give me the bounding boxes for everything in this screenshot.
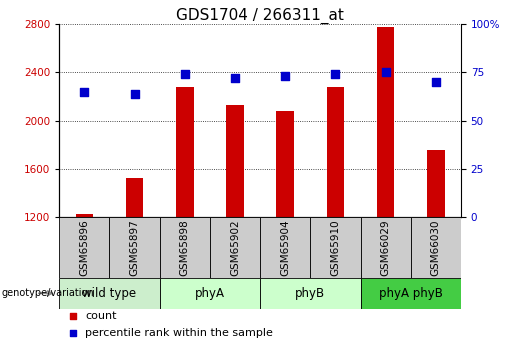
Bar	[327, 87, 344, 217]
Bar	[226, 105, 244, 217]
FancyBboxPatch shape	[59, 217, 109, 278]
Text: GSM66030: GSM66030	[431, 219, 441, 276]
Bar	[176, 87, 194, 217]
Point	[130, 91, 139, 97]
Point	[281, 73, 289, 79]
FancyBboxPatch shape	[260, 217, 310, 278]
Text: wild type: wild type	[82, 287, 136, 300]
FancyBboxPatch shape	[360, 278, 461, 309]
Point	[69, 313, 77, 319]
Text: GSM65904: GSM65904	[280, 219, 290, 276]
Point	[382, 70, 390, 75]
FancyBboxPatch shape	[109, 217, 160, 278]
FancyBboxPatch shape	[210, 217, 260, 278]
Text: percentile rank within the sample: percentile rank within the sample	[85, 328, 273, 338]
Bar	[76, 214, 93, 217]
Text: phyA phyB: phyA phyB	[379, 287, 443, 300]
Text: GSM65898: GSM65898	[180, 219, 190, 276]
Text: GSM65897: GSM65897	[130, 219, 140, 276]
FancyBboxPatch shape	[160, 217, 210, 278]
Text: phyB: phyB	[295, 287, 325, 300]
Text: GSM65902: GSM65902	[230, 219, 240, 276]
FancyBboxPatch shape	[310, 217, 360, 278]
Point	[432, 79, 440, 85]
FancyBboxPatch shape	[360, 217, 410, 278]
Text: count: count	[85, 311, 117, 321]
FancyBboxPatch shape	[160, 278, 260, 309]
Text: GSM66029: GSM66029	[381, 219, 390, 276]
Point	[231, 76, 239, 81]
Point	[181, 72, 189, 77]
Text: GSM65910: GSM65910	[331, 219, 340, 276]
Bar	[126, 177, 143, 217]
Bar	[377, 27, 394, 217]
Point	[331, 72, 339, 77]
Bar	[427, 150, 444, 217]
Text: phyA: phyA	[195, 287, 225, 300]
Text: genotype/variation: genotype/variation	[1, 288, 94, 298]
Title: GDS1704 / 266311_at: GDS1704 / 266311_at	[176, 8, 344, 24]
Bar	[277, 111, 294, 217]
FancyBboxPatch shape	[260, 278, 360, 309]
Text: GSM65896: GSM65896	[79, 219, 89, 276]
FancyBboxPatch shape	[410, 217, 461, 278]
Point	[69, 330, 77, 336]
FancyBboxPatch shape	[59, 278, 160, 309]
Point	[80, 89, 89, 95]
